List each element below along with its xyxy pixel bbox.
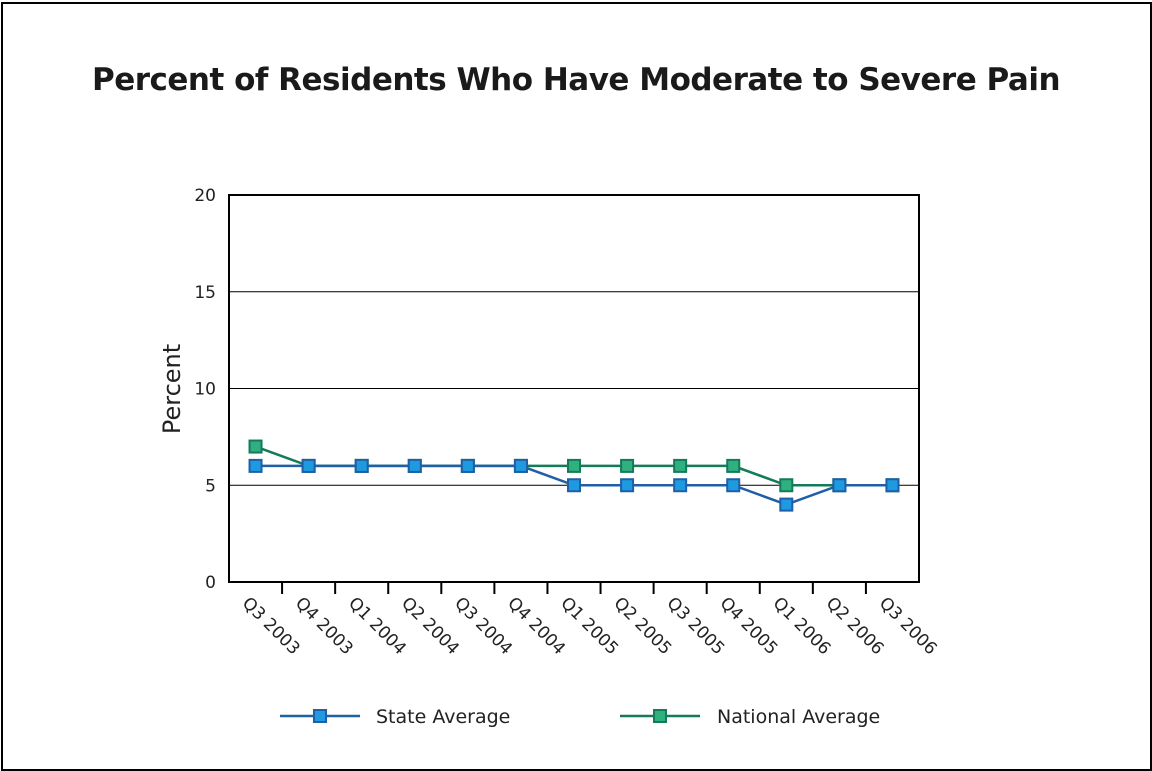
data-point	[354, 458, 369, 473]
legend-marker	[313, 709, 327, 723]
x-tick-label: Q3 2004	[450, 593, 516, 659]
x-tick-label: Q1 2006	[769, 593, 835, 659]
data-point	[726, 458, 741, 473]
data-point	[726, 478, 741, 493]
series-group	[248, 439, 900, 512]
data-point	[513, 458, 528, 473]
data-point	[567, 458, 581, 473]
y-axis-label: Percent	[158, 344, 186, 434]
legend-label: National Average	[717, 706, 880, 728]
y-axis-ticks: 0 5 10 15 20	[194, 186, 216, 593]
data-point	[673, 458, 688, 473]
x-tick-label: Q3 2003	[238, 593, 304, 659]
x-tick-label: Q2 2004	[397, 593, 463, 659]
data-point	[248, 439, 263, 454]
y-tick-label: 10	[194, 380, 216, 400]
data-point	[779, 478, 794, 493]
x-tick-label: Q1 2004	[344, 593, 410, 659]
data-point	[885, 478, 900, 493]
data-point	[673, 478, 688, 493]
x-tick-label: Q4 2004	[503, 593, 569, 659]
data-point	[832, 478, 847, 493]
axes	[228, 194, 920, 583]
x-tick-label: Q3 2005	[663, 593, 729, 659]
plot-border	[228, 194, 920, 583]
legend-label: State Average	[376, 706, 510, 728]
legend-marker	[653, 709, 667, 723]
x-tick-label: Q4 2005	[716, 593, 782, 659]
legend: State Average National Average	[280, 706, 880, 728]
x-tick-label: Q4 2003	[291, 593, 357, 659]
y-tick-label: 0	[205, 573, 216, 593]
x-tick-label: Q3 2006	[875, 593, 941, 659]
x-tick-label: Q1 2005	[556, 593, 622, 659]
y-tick-label: 20	[194, 186, 216, 206]
data-point	[779, 497, 794, 512]
x-tick-label: Q2 2006	[822, 593, 888, 659]
data-point	[620, 478, 635, 493]
data-point	[248, 458, 263, 473]
y-tick-label: 5	[205, 476, 216, 496]
y-tick-label: 15	[194, 283, 216, 303]
x-tick-label: Q2 2005	[610, 593, 676, 659]
data-point	[567, 478, 581, 493]
data-point	[620, 458, 635, 473]
grid-lines	[229, 194, 919, 486]
data-point	[301, 458, 316, 473]
chart-title: Percent of Residents Who Have Moderate t…	[91, 62, 1061, 98]
data-point	[407, 458, 422, 473]
data-point	[460, 458, 475, 473]
